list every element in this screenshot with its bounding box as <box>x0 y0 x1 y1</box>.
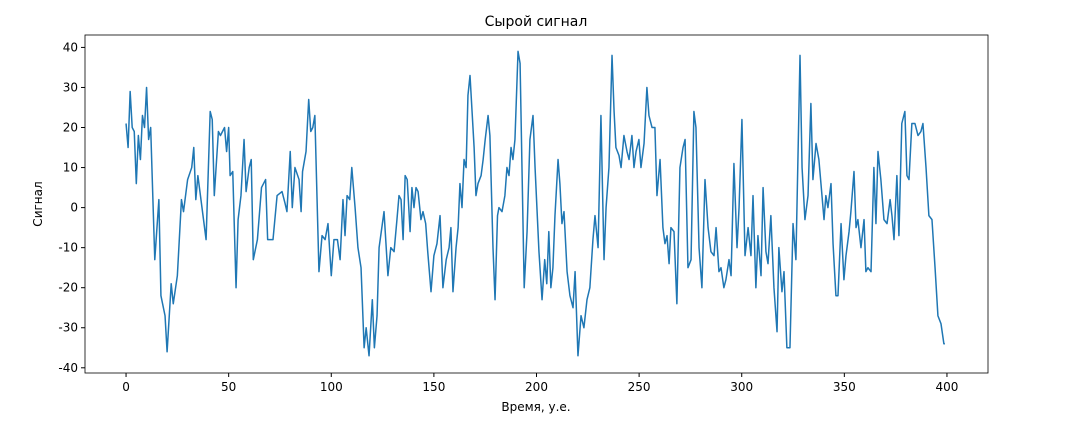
y-tick-label: 0 <box>70 201 78 215</box>
x-tick-label: 0 <box>122 380 130 394</box>
chart-title: Сырой сигнал <box>485 14 588 30</box>
y-tick-label: 40 <box>63 40 78 54</box>
y-axis-label: Сигнал <box>31 181 45 226</box>
x-tick-label: 50 <box>221 380 236 394</box>
x-tick-label: 150 <box>422 380 445 394</box>
x-tick-label: 200 <box>525 380 548 394</box>
y-tick-label: -20 <box>58 281 78 295</box>
signal-line <box>125 50 945 357</box>
y-tick-label: -40 <box>58 361 78 375</box>
y-tick-label: -30 <box>58 321 78 335</box>
x-axis-label: Время, у.е. <box>501 400 570 414</box>
plot-frame <box>84 34 989 374</box>
y-tick-label: 30 <box>63 80 78 94</box>
y-tick-label: 20 <box>63 121 78 135</box>
x-tick-label: 350 <box>833 380 856 394</box>
x-tick-label: 300 <box>730 380 753 394</box>
y-tick-label: 10 <box>63 161 78 175</box>
x-tick-label: 100 <box>320 380 343 394</box>
x-tick-label: 250 <box>628 380 651 394</box>
x-tick-label: 400 <box>936 380 959 394</box>
y-tick-label: -10 <box>58 241 78 255</box>
